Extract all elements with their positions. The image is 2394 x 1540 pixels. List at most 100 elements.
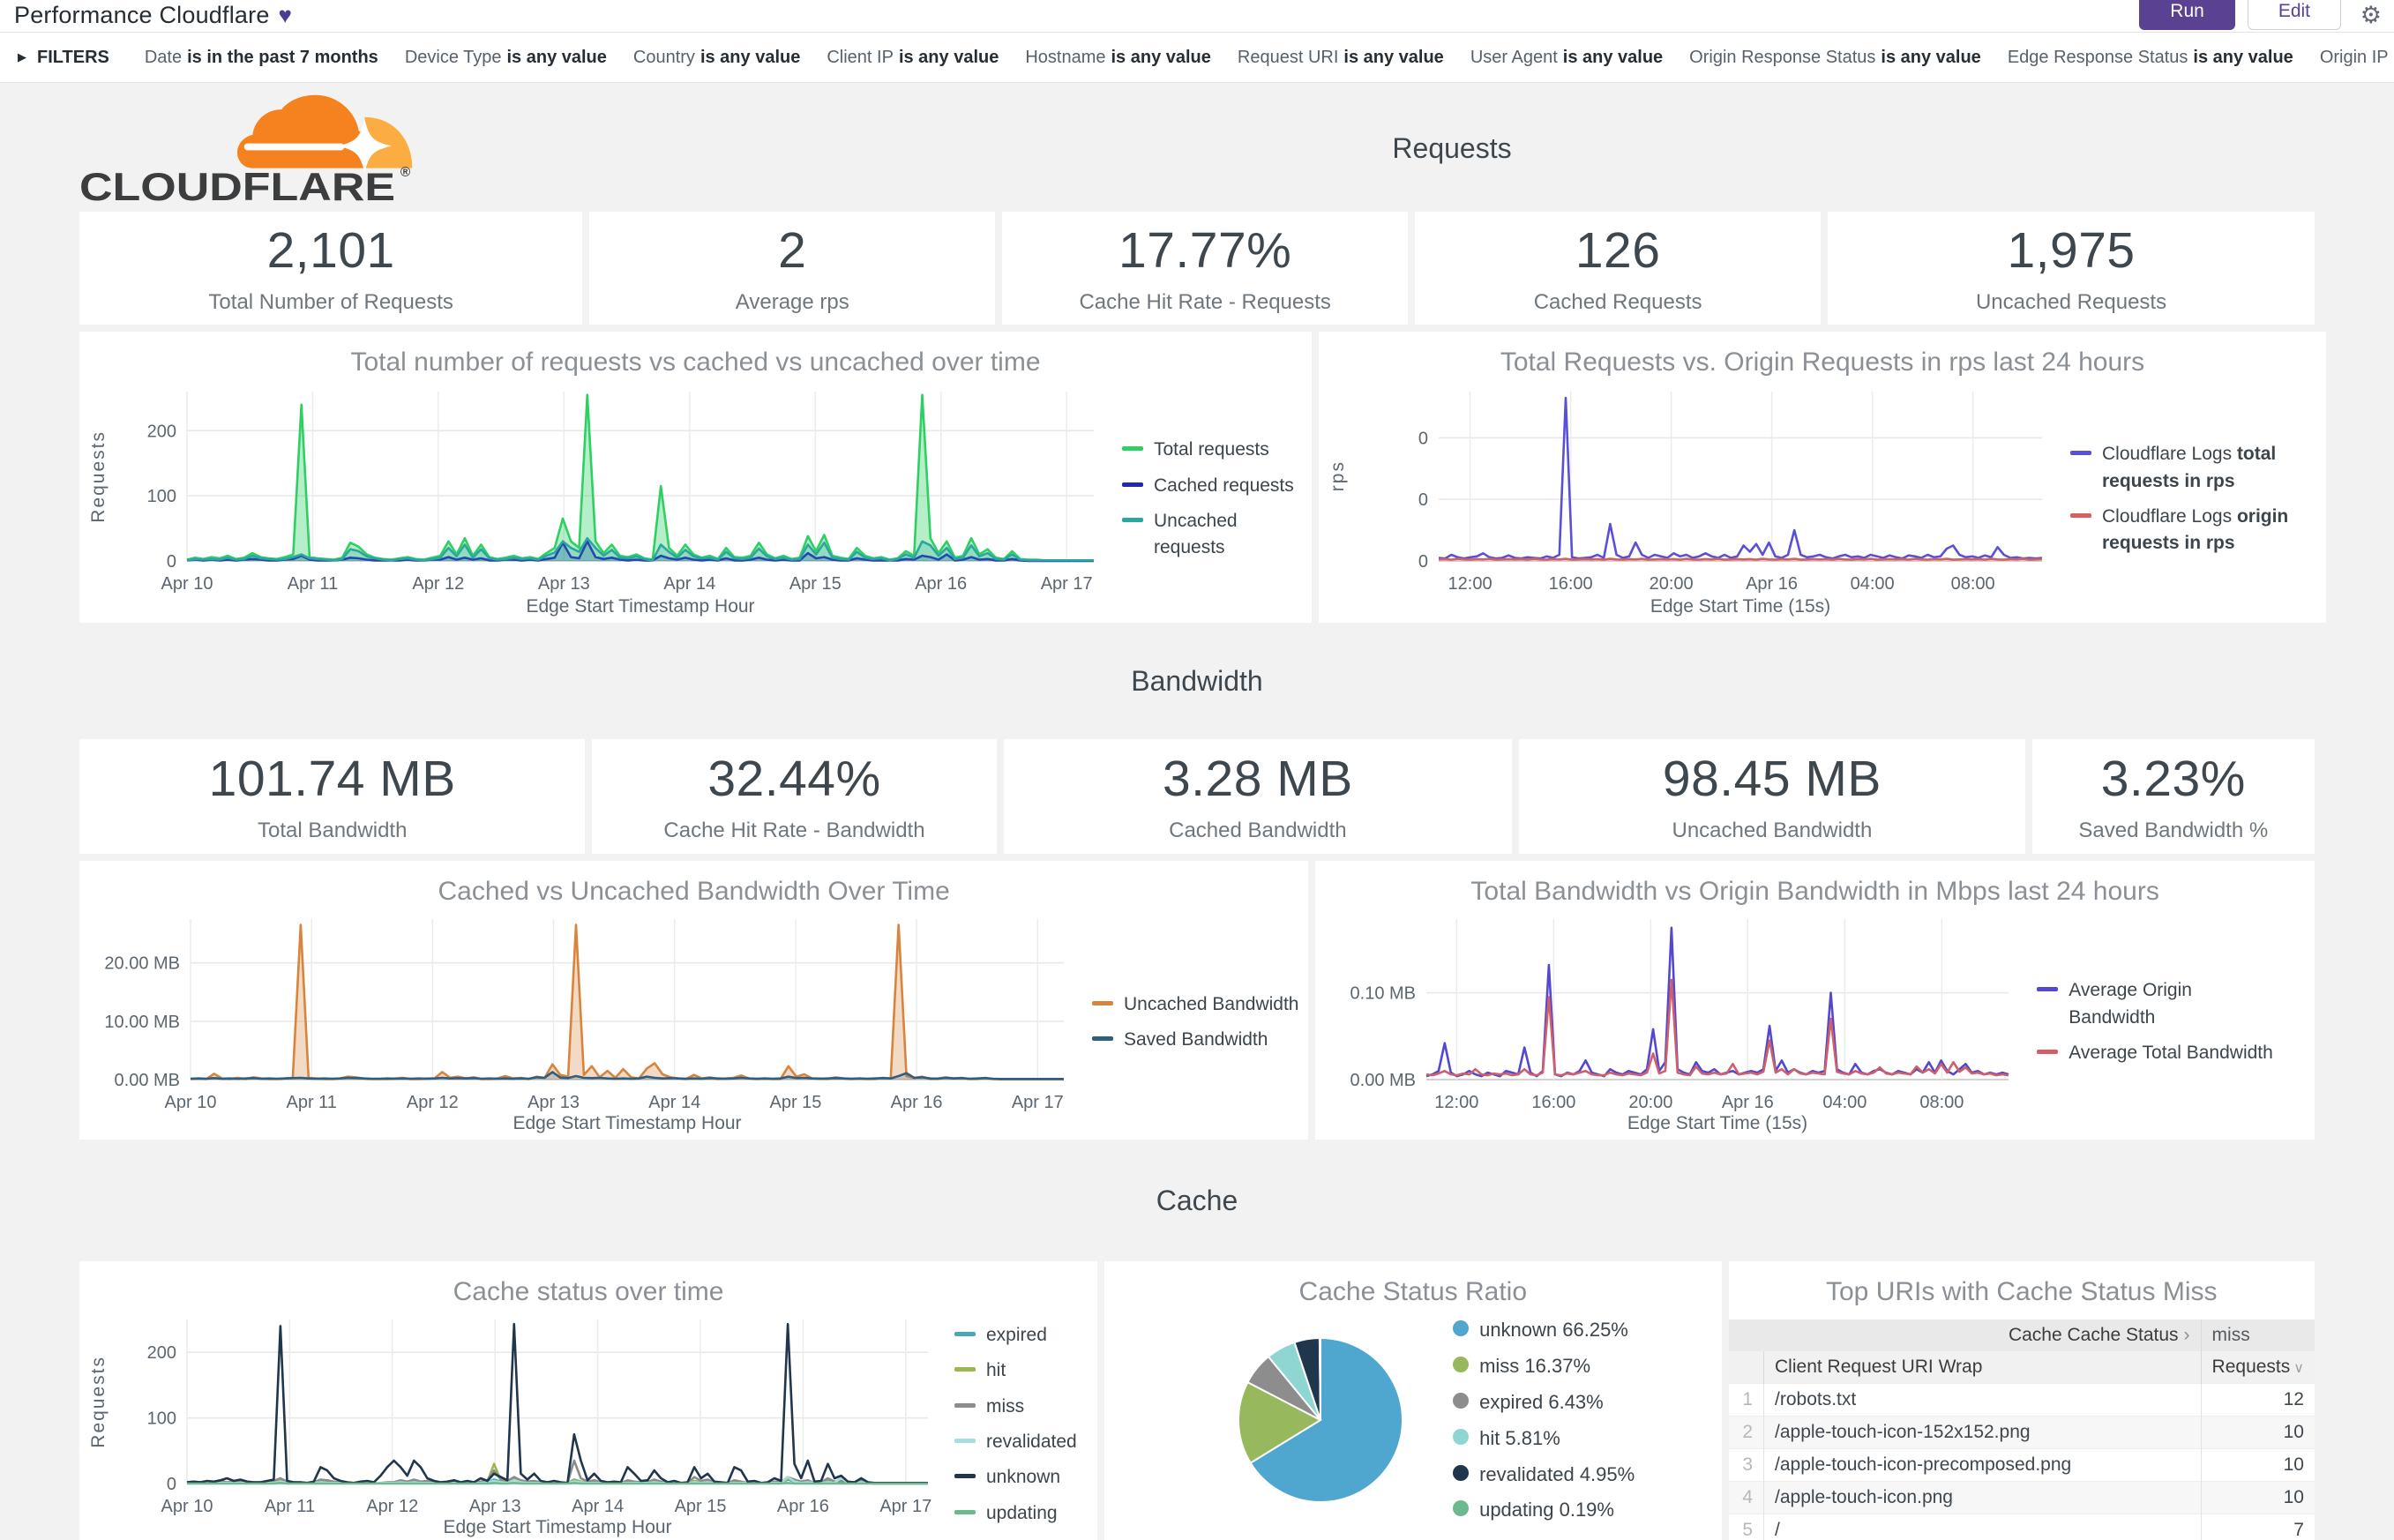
requests_over_time-plot[interactable]: 0 100 200 Apr 10 Apr 11 Apr 12 Apr 13 Apr 14 Apr… xyxy=(118,379,1106,619)
pie-legend-item: revalidated 4.95% xyxy=(1453,1461,1635,1489)
kpi-value: 1,975 xyxy=(2007,222,2136,279)
requests-cell[interactable]: 10 xyxy=(2200,1481,2315,1514)
chart-cache-status-over-time[interactable]: Cache status over time Requests 0 100 200 Ap… xyxy=(79,1261,1098,1540)
svg-text:08:00: 08:00 xyxy=(1920,1093,1964,1112)
legend-item: hit xyxy=(954,1357,1087,1384)
svg-text:Edge Start Time (15s): Edge Start Time (15s) xyxy=(1650,596,1830,617)
legend-item: Uncached Bandwidth xyxy=(1092,991,1299,1018)
row-number: 4 xyxy=(1742,1487,1754,1507)
svg-text:Apr 17: Apr 17 xyxy=(1041,574,1093,594)
legend-swatch xyxy=(954,1509,976,1514)
uri-cell[interactable]: /apple-touch-icon-precomposed.png xyxy=(1763,1448,2202,1482)
legend-item: expired xyxy=(954,1322,1087,1349)
edit-button[interactable]: Edit xyxy=(2247,0,2341,30)
top-uris-table-tile[interactable]: Top URIs with Cache Status Miss Cache Ca… xyxy=(1728,1261,2315,1540)
filter-device-type[interactable]: Device Type is any value xyxy=(404,47,607,67)
svg-text:Apr 16: Apr 16 xyxy=(891,1093,943,1112)
uri-cell[interactable]: /apple-touch-icon-152x152.png xyxy=(1763,1416,2202,1449)
svg-text:Apr 10: Apr 10 xyxy=(161,1497,213,1516)
chart-requests-over-time[interactable]: Total number of requests vs cached vs un… xyxy=(79,332,1312,623)
pie-legend-item: updating 0.19% xyxy=(1453,1496,1635,1524)
legend-item: revalidated xyxy=(954,1429,1087,1455)
requests-cell[interactable]: 12 xyxy=(2200,1383,2315,1417)
row-number: 3 xyxy=(1742,1454,1754,1475)
table-row[interactable]: 2/apple-touch-icon-152x152.png 10 xyxy=(1728,1416,2315,1449)
table-row[interactable]: 4/apple-touch-icon.png 10 xyxy=(1728,1481,2315,1514)
svg-text:10.00 MB: 10.00 MB xyxy=(104,1013,180,1032)
requests-cell[interactable]: 7 xyxy=(2200,1514,2315,1540)
table-row[interactable]: 5 /7 xyxy=(1728,1514,2315,1540)
legend-swatch xyxy=(2037,1050,2059,1055)
filters-toggle[interactable]: ▶ FILTERS xyxy=(18,47,109,67)
kpi-total-bandwidth[interactable]: 101.74 MB Total Bandwidth xyxy=(79,739,586,854)
svg-text:Apr 12: Apr 12 xyxy=(407,1093,459,1112)
filter-country[interactable]: Country is any value xyxy=(632,47,801,67)
column-header-uri[interactable]: Client Request URI Wrap xyxy=(1763,1351,2202,1384)
filter-date[interactable]: Date is in the past 7 months xyxy=(144,47,378,67)
kpi-label: Average rps xyxy=(735,290,849,314)
svg-text:Apr 15: Apr 15 xyxy=(675,1497,727,1516)
kpi-cache-hit-rate-requests[interactable]: 17.77% Cache Hit Rate - Requests xyxy=(1002,212,1409,325)
svg-text:0: 0 xyxy=(167,1475,176,1494)
gear-icon[interactable]: ⚙ xyxy=(2360,2,2382,28)
svg-text:200: 200 xyxy=(147,1343,176,1363)
svg-text:®: ® xyxy=(400,165,411,180)
table-pivot-value: miss xyxy=(2200,1319,2315,1351)
filter-origin-response-status[interactable]: Origin Response Status is any value xyxy=(1689,47,1981,67)
pie-legend: unknown 66.25% miss 16.37% expired 6.43% hi… xyxy=(1453,1316,1635,1524)
filter-edge-response-status[interactable]: Edge Response Status is any value xyxy=(2007,47,2293,67)
uri-cell[interactable]: /apple-touch-icon.png xyxy=(1763,1481,2202,1514)
filter-hostname[interactable]: Hostname is any value xyxy=(1025,47,1211,67)
chart-bandwidth-24h[interactable]: Total Bandwidth vs Origin Bandwidth in M… xyxy=(1315,861,2315,1140)
kpi-average-rps[interactable]: 2 Average rps xyxy=(589,212,996,325)
pie-legend-item: unknown 66.25% xyxy=(1453,1316,1635,1344)
kpi-label: Cached Bandwidth xyxy=(1169,819,1347,842)
kpi-label: Total Number of Requests xyxy=(208,290,453,314)
kpi-value: 101.74 MB xyxy=(208,751,456,807)
legend-swatch xyxy=(1092,1036,1113,1041)
svg-text:Apr 14: Apr 14 xyxy=(648,1093,700,1112)
legend-item: updating xyxy=(954,1500,1087,1527)
filter-user-agent[interactable]: User Agent is any value xyxy=(1470,47,1664,67)
filter-client-ip[interactable]: Client IP is any value xyxy=(827,47,999,67)
cache-status-pie[interactable] xyxy=(1237,1336,1404,1504)
kpi-cache-hit-rate-bandwidth[interactable]: 32.44% Cache Hit Rate - Bandwidth xyxy=(592,739,997,854)
uri-cell[interactable]: / xyxy=(1763,1514,2202,1540)
pie-slice-miss[interactable] xyxy=(1238,1380,1323,1465)
chart-rps-24h[interactable]: Total Requests vs. Origin Requests in rp… xyxy=(1319,332,2326,623)
filter-request-uri[interactable]: Request URI is any value xyxy=(1237,47,1444,67)
kpi-cached-requests[interactable]: 126 Cached Requests xyxy=(1415,212,1822,325)
rps_24h-plot[interactable]: 0 0 0 12:00 16:00 20:00 Apr 16 04:00 08:00 Edge S… xyxy=(1358,379,2054,619)
legend-swatch xyxy=(954,1367,976,1372)
kpi-label: Cache Hit Rate - Requests xyxy=(1079,290,1331,314)
svg-text:0.00 MB: 0.00 MB xyxy=(115,1071,180,1090)
chart-bandwidth-over-time[interactable]: Cached vs Uncached Bandwidth Over Time 0… xyxy=(79,861,1309,1140)
chart-legend: Uncached Bandwidth Saved Bandwidth xyxy=(1092,991,1299,1054)
uri-cell[interactable]: /robots.txt xyxy=(1763,1383,2202,1417)
kpi-cached-bandwidth[interactable]: 3.28 MB Cached Bandwidth xyxy=(1003,739,1513,854)
chart-cache-status-ratio[interactable]: Cache Status Ratio unknown 66.25% miss 16… xyxy=(1104,1261,1722,1540)
svg-text:16:00: 16:00 xyxy=(1549,574,1593,594)
svg-text:Edge Start Timestamp Hour: Edge Start Timestamp Hour xyxy=(526,596,754,617)
cache_status_over_time-plot[interactable]: 0 100 200 Apr 10 Apr 11 Apr 12 Apr 13 Apr 14 Apr… xyxy=(118,1309,939,1540)
kpi-uncached-bandwidth[interactable]: 98.45 MB Uncached Bandwidth xyxy=(1519,739,2025,854)
kpi-saved-bandwidth-pct[interactable]: 3.23% Saved Bandwidth % xyxy=(2031,739,2315,854)
bandwidth_24h-plot[interactable]: 0.00 MB 0.10 MB 12:00 16:00 20:00 Apr 16 04:00… xyxy=(1324,908,2021,1136)
kpi-uncached-requests[interactable]: 1,975 Uncached Requests xyxy=(1828,212,2315,325)
table-group-header[interactable]: Cache Cache Status › xyxy=(2008,1325,2190,1345)
requests-cell[interactable]: 10 xyxy=(2200,1416,2315,1449)
kpi-value: 126 xyxy=(1575,222,1661,279)
pie-slice-unknown[interactable] xyxy=(1249,1337,1403,1504)
table-row[interactable]: 1/robots.txt 12 xyxy=(1728,1383,2315,1417)
svg-text:Apr 17: Apr 17 xyxy=(879,1497,931,1516)
kpi-total-requests[interactable]: 2,101 Total Number of Requests xyxy=(79,212,583,325)
legend-swatch xyxy=(1122,482,1143,487)
run-button[interactable]: Run xyxy=(2139,0,2235,30)
table-row[interactable]: 3/apple-touch-icon-precomposed.png 10 xyxy=(1728,1448,2315,1482)
chart-title: Total Bandwidth vs Origin Bandwidth in M… xyxy=(1470,877,2159,906)
bandwidth_over_time-plot[interactable]: 0.00 MB 10.00 MB 20.00 MB Apr 10 Apr 11 Apr 1… xyxy=(88,908,1076,1136)
column-header-requests[interactable]: Requests ∨ xyxy=(2200,1351,2315,1384)
legend-swatch xyxy=(2070,513,2091,518)
requests-cell[interactable]: 10 xyxy=(2200,1448,2315,1482)
